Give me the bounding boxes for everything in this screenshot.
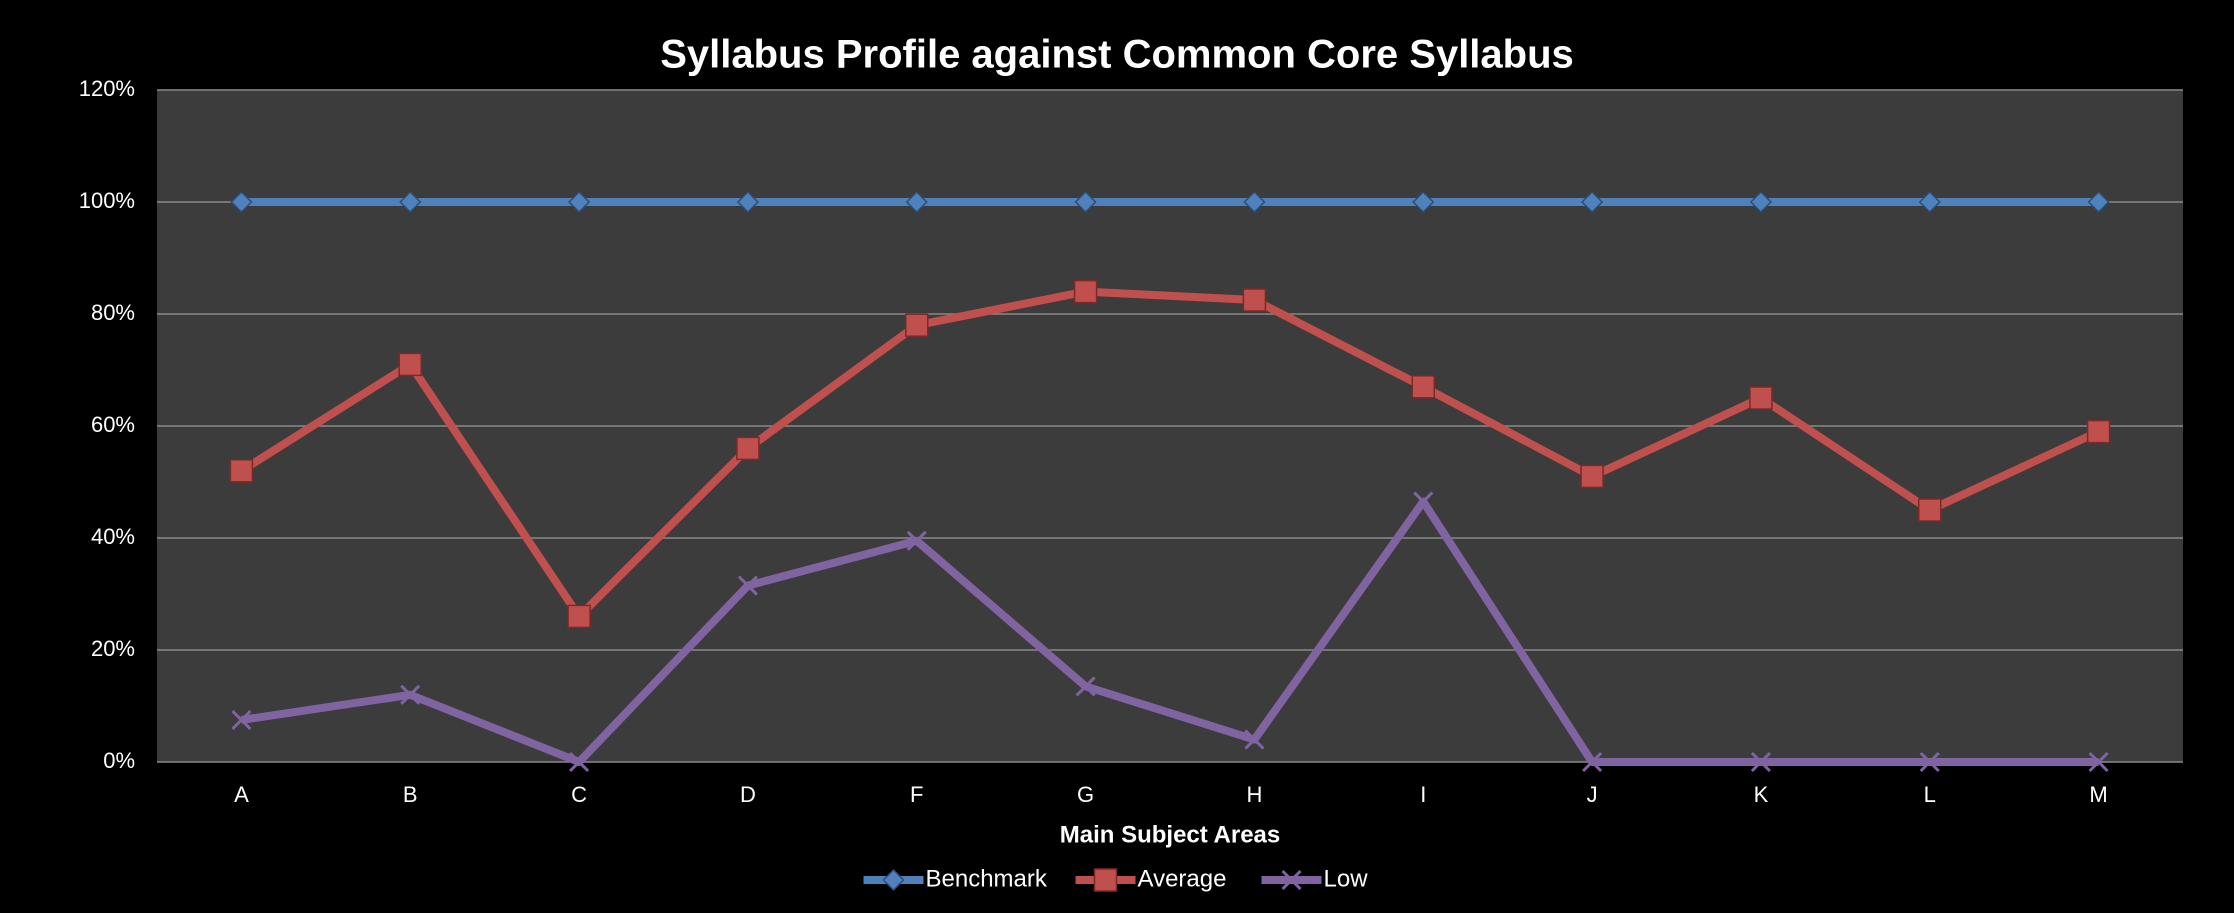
marker bbox=[2088, 751, 2109, 773]
x-tick-label: D bbox=[740, 782, 756, 807]
x-axis-title: Main Subject Areas bbox=[1060, 821, 1281, 848]
x-tick-label: F bbox=[910, 782, 923, 807]
y-tick-label: 60% bbox=[91, 412, 135, 437]
marker bbox=[1244, 729, 1265, 750]
marker bbox=[1412, 190, 1435, 214]
marker bbox=[1075, 676, 1096, 697]
y-tick-label: 100% bbox=[79, 188, 135, 213]
x-tick-label: J bbox=[1587, 782, 1598, 807]
marker bbox=[569, 751, 590, 773]
x-tick-label: A bbox=[234, 782, 249, 807]
marker bbox=[1413, 491, 1434, 512]
y-tick-label: 0% bbox=[103, 748, 135, 773]
y-tick-label: 40% bbox=[91, 524, 135, 549]
marker bbox=[1581, 190, 1604, 214]
marker bbox=[736, 436, 760, 461]
marker bbox=[1750, 751, 1771, 773]
marker bbox=[231, 709, 252, 731]
y-tick-label: 120% bbox=[79, 76, 135, 101]
legend-item: Average bbox=[1075, 865, 1227, 892]
marker bbox=[230, 190, 253, 214]
marker bbox=[737, 575, 758, 596]
marker bbox=[398, 352, 422, 377]
marker bbox=[736, 190, 759, 214]
x-tick-label: L bbox=[1924, 782, 1936, 807]
marker bbox=[1074, 190, 1097, 214]
legend-marker bbox=[882, 868, 905, 892]
marker bbox=[906, 530, 927, 551]
chart-title: Syllabus Profile against Common Core Syl… bbox=[660, 33, 1574, 77]
x-tick-label: B bbox=[403, 782, 418, 807]
marker bbox=[1749, 190, 1772, 214]
marker bbox=[229, 459, 254, 483]
marker bbox=[1243, 190, 1266, 214]
legend-label: Low bbox=[1324, 865, 1369, 892]
marker bbox=[1411, 375, 1435, 399]
marker bbox=[905, 190, 928, 214]
marker bbox=[1918, 190, 1941, 214]
marker bbox=[2086, 419, 2111, 444]
y-tick-label: 20% bbox=[91, 636, 135, 661]
legend-item: Low bbox=[1261, 865, 1369, 892]
legend-label: Average bbox=[1138, 865, 1227, 892]
marker bbox=[905, 313, 929, 337]
marker bbox=[2087, 190, 2110, 214]
marker bbox=[1749, 386, 1773, 410]
x-tick-label: K bbox=[1754, 782, 1769, 807]
marker bbox=[1919, 751, 1940, 773]
x-tick-label: M bbox=[2089, 782, 2107, 807]
marker bbox=[567, 604, 591, 629]
y-tick-label: 80% bbox=[91, 300, 135, 325]
marker bbox=[1242, 288, 1267, 312]
marker bbox=[400, 684, 421, 705]
x-tick-label: H bbox=[1246, 782, 1262, 807]
marker bbox=[1580, 464, 1604, 489]
legend-marker bbox=[1093, 868, 1118, 892]
marker bbox=[1073, 279, 1098, 304]
legend-marker bbox=[1281, 869, 1302, 891]
x-tick-label: C bbox=[571, 782, 587, 807]
legend-label: Benchmark bbox=[926, 865, 1048, 892]
marker bbox=[1918, 498, 1942, 522]
series-line bbox=[240, 497, 2099, 766]
marker bbox=[399, 190, 422, 214]
x-tick-label: I bbox=[1420, 782, 1426, 807]
marker bbox=[1582, 751, 1603, 773]
marker bbox=[568, 190, 591, 214]
series-line bbox=[239, 287, 2101, 621]
legend-item: Benchmark bbox=[863, 865, 1048, 892]
x-tick-label: G bbox=[1077, 782, 1094, 807]
